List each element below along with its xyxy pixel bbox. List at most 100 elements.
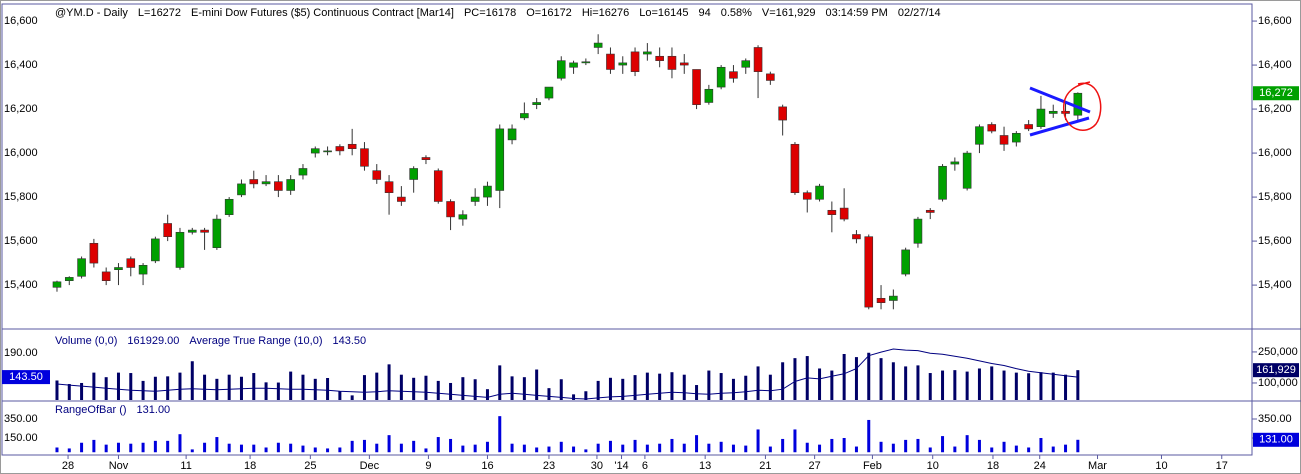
y-tick-label: 15,400 xyxy=(1258,279,1292,291)
header-part: 02/27/14 xyxy=(898,7,941,19)
range-bar xyxy=(178,434,182,453)
header-part: 143.50 xyxy=(332,335,366,347)
header-part: E-mini Dow Futures ($5) Continuous Contr… xyxy=(191,7,454,19)
volume-bar xyxy=(621,378,625,400)
candle-body xyxy=(729,71,738,79)
y-tick-label: 100,000 xyxy=(1258,377,1298,389)
header-part: 0.58% xyxy=(721,7,752,19)
volume-bar xyxy=(658,373,662,400)
candle-body xyxy=(569,62,578,68)
candle-body xyxy=(987,124,997,132)
header-part: 161929.00 xyxy=(127,335,179,347)
x-tick-label: 9 xyxy=(425,460,431,472)
volume-bar xyxy=(904,366,908,400)
range-bar xyxy=(916,438,920,453)
range-bar xyxy=(719,441,723,453)
y-tick-label: 150.00 xyxy=(4,432,38,444)
volume-bar xyxy=(928,373,932,400)
candle-body xyxy=(802,192,812,200)
y-tick-label: 15,600 xyxy=(1258,235,1292,247)
x-tick-label: Dec xyxy=(360,460,380,472)
last-value-label: 143.50 xyxy=(9,371,43,383)
volume-bar xyxy=(326,378,330,400)
volume-bar xyxy=(1076,370,1080,400)
volume-bar xyxy=(842,354,846,400)
header-part: @YM.D - Daily xyxy=(55,7,128,19)
volume-bar xyxy=(633,375,637,400)
candle-body xyxy=(175,231,185,268)
volume-bar xyxy=(768,374,772,400)
range-bar xyxy=(252,444,256,453)
last-value-label: 161,929 xyxy=(1256,364,1296,376)
range-bar xyxy=(928,447,932,453)
candle-body xyxy=(827,209,837,215)
volume-bar xyxy=(731,378,735,400)
volume-bar xyxy=(436,380,440,400)
last-value-box xyxy=(1253,86,1299,101)
volume-bar xyxy=(953,370,957,400)
x-tick-label: 18 xyxy=(244,460,256,472)
candle-body xyxy=(335,146,345,152)
candle-body xyxy=(421,157,431,160)
y-tick-label: 350.00 xyxy=(4,413,38,425)
volume-bar xyxy=(818,368,822,400)
range-bar xyxy=(104,444,108,453)
candle-body xyxy=(212,218,222,248)
range-bar xyxy=(670,438,674,453)
range-bar xyxy=(953,446,957,453)
range-bar xyxy=(80,442,84,453)
range-bar xyxy=(461,445,465,453)
candle-body xyxy=(692,69,701,105)
x-tick-label: Mar xyxy=(1088,460,1107,472)
volume-bar xyxy=(1064,374,1068,400)
y-tick-label: 16,600 xyxy=(1258,15,1292,27)
last-value-label: 131.00 xyxy=(1259,434,1293,446)
x-tick-label: 28 xyxy=(62,460,74,472)
volume-bar xyxy=(276,382,280,400)
range-bar xyxy=(485,441,489,453)
range-bar xyxy=(633,439,637,453)
candle-body xyxy=(409,168,418,180)
volume-bar xyxy=(830,370,834,400)
volume-bar xyxy=(1002,370,1006,400)
range-bar xyxy=(658,443,662,453)
y-tick-label: 15,800 xyxy=(1258,191,1292,203)
trendline xyxy=(1029,116,1090,137)
candle-body xyxy=(483,185,492,198)
y-tick-label: 16,200 xyxy=(4,103,38,115)
x-tick-label: 23 xyxy=(543,460,555,472)
volume-bar xyxy=(608,377,612,400)
y-tick-label: 16,600 xyxy=(4,15,38,27)
range-bar xyxy=(731,444,735,453)
candle-body xyxy=(1012,132,1021,143)
last-value-box xyxy=(1253,363,1299,378)
candle-body xyxy=(667,55,677,70)
volume-bar xyxy=(166,376,170,400)
candle-body xyxy=(1024,124,1033,130)
volume-bar xyxy=(695,385,699,400)
volume-bar xyxy=(387,364,391,400)
volume-bar xyxy=(559,379,563,400)
range-bar xyxy=(239,444,243,453)
candle-body xyxy=(77,258,86,277)
volume-bar xyxy=(645,372,649,400)
volume-bar xyxy=(301,374,305,400)
candle-body xyxy=(630,51,640,72)
volume-bar xyxy=(129,373,133,400)
volume-bar xyxy=(80,382,84,400)
header-part: L=16272 xyxy=(138,7,181,19)
range-bar xyxy=(55,447,59,453)
plot-border xyxy=(1,3,1253,456)
last-value-box xyxy=(1253,432,1299,447)
range-bar xyxy=(867,419,871,453)
candle-body xyxy=(876,297,886,303)
range-bar xyxy=(990,447,994,453)
last-value-box xyxy=(2,370,50,385)
y-tick-label: 16,000 xyxy=(4,147,38,159)
trendline xyxy=(1029,86,1091,114)
volume-bar xyxy=(990,366,994,400)
candle-body xyxy=(1036,108,1046,127)
candle-body xyxy=(372,170,382,180)
candle-body xyxy=(458,214,468,220)
range-bar xyxy=(338,447,342,453)
